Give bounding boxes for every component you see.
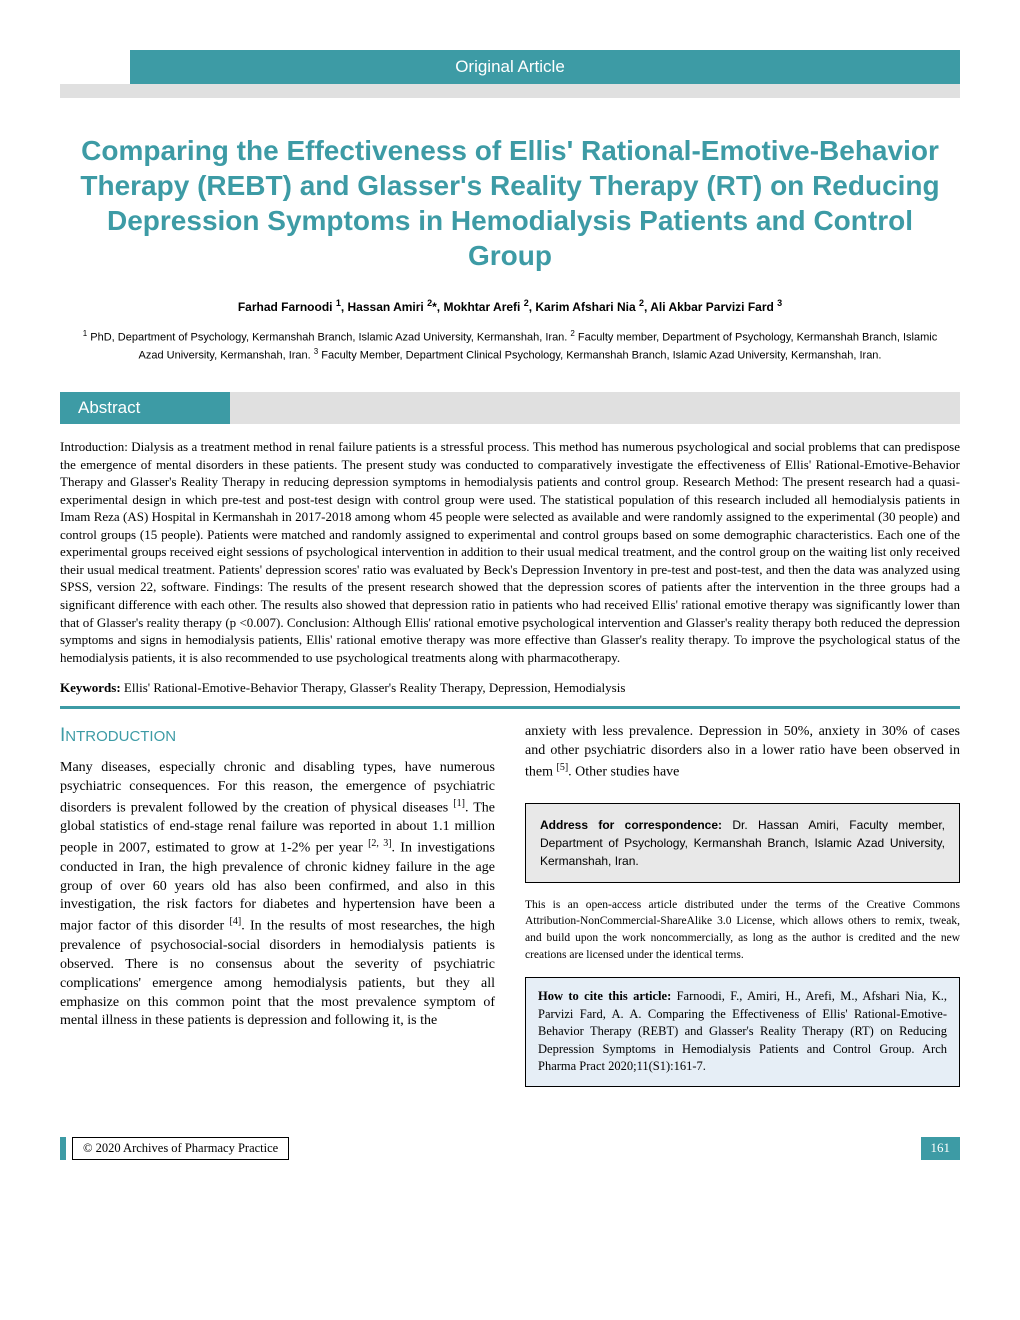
footer-page-number: 161 (921, 1137, 961, 1160)
section-divider (60, 706, 960, 709)
keywords: Keywords: Ellis' Rational-Emotive-Behavi… (60, 680, 960, 696)
footer-copyright: © 2020 Archives of Pharmacy Practice (72, 1137, 289, 1160)
right-column: anxiety with less prevalence. Depression… (525, 723, 960, 1087)
license-text: This is an open-access article distribut… (525, 897, 960, 964)
abstract-header: Abstract (60, 392, 960, 424)
article-type-banner: Original Article (60, 50, 960, 98)
article-type-label: Original Article (455, 57, 565, 77)
correspondence-box: Address for correspondence: Dr. Hassan A… (525, 803, 960, 883)
abstract-label: Abstract (60, 392, 230, 424)
introduction-left-text: Many diseases, especially chronic and di… (60, 759, 495, 1031)
article-title: Comparing the Effectiveness of Ellis' Ra… (70, 133, 950, 273)
authors-list: Farhad Farnoodi 1, Hassan Amiri 2*, Mokh… (60, 298, 960, 314)
abstract-body: Introduction: Dialysis as a treatment me… (60, 438, 960, 666)
left-column: INTRODUCTION Many diseases, especially c… (60, 723, 495, 1087)
keywords-label: Keywords: (60, 680, 121, 695)
citation-box: How to cite this article: Farnoodi, F., … (525, 977, 960, 1087)
keywords-text: Ellis' Rational-Emotive-Behavior Therapy… (121, 680, 626, 695)
correspondence-label: Address for correspondence: (540, 818, 722, 832)
affiliations: 1 PhD, Department of Psychology, Kermans… (70, 328, 950, 364)
introduction-heading: INTRODUCTION (60, 723, 495, 749)
citation-label: How to cite this article: (538, 989, 671, 1003)
page-footer: © 2020 Archives of Pharmacy Practice 161 (60, 1137, 960, 1160)
two-column-body: INTRODUCTION Many diseases, especially c… (60, 723, 960, 1087)
introduction-right-text: anxiety with less prevalence. Depression… (525, 723, 960, 782)
